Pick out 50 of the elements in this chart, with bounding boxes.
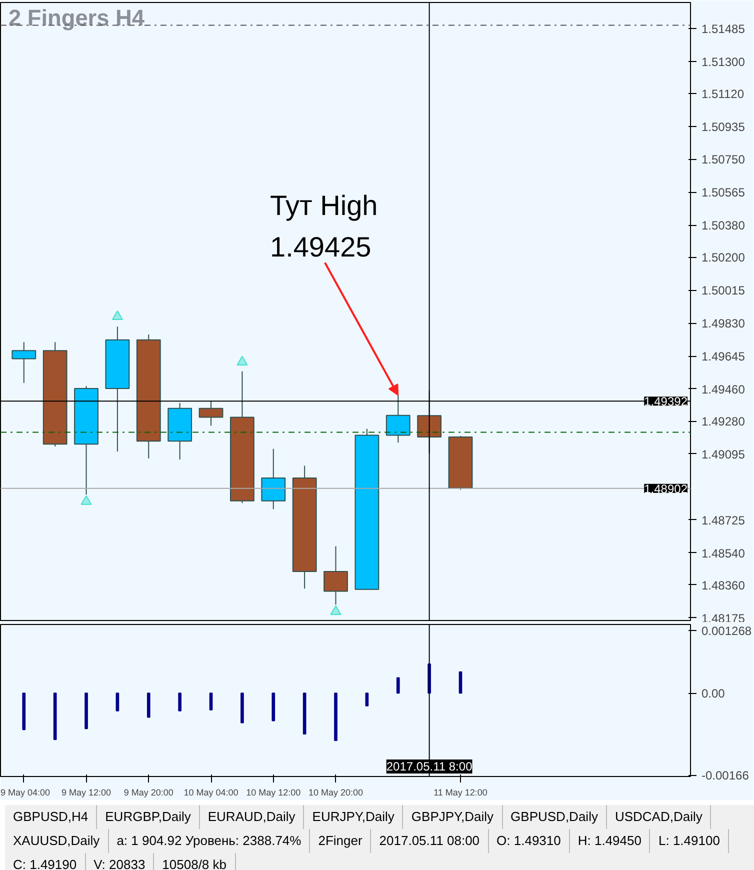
y-tick-label: 1.48725 bbox=[702, 513, 746, 528]
text: V: 20833 bbox=[86, 853, 154, 870]
text: USDCAD,Daily bbox=[606, 805, 712, 829]
y-tick-label: 1.50015 bbox=[702, 284, 746, 298]
text: EURGBP,Daily bbox=[97, 805, 200, 829]
y-tick-label: 1.50200 bbox=[702, 250, 746, 265]
y-tick-label: 1.51120 bbox=[702, 86, 744, 101]
y-tick-label: 1.49280 bbox=[702, 414, 746, 429]
y-tick-label: 1.50565 bbox=[702, 186, 746, 200]
x-tick-label: 9 May 20:00 bbox=[124, 788, 174, 798]
text: GBPUSD,Daily bbox=[502, 805, 607, 829]
ref-line-label: 1.48902 bbox=[644, 482, 688, 496]
text: O: 1.49310 bbox=[488, 829, 570, 853]
y-tick-label: -0.00166 bbox=[702, 768, 750, 783]
y-tick-label: 1.50750 bbox=[702, 152, 746, 167]
y-tick-label: 1.51485 bbox=[702, 22, 746, 36]
x-tick-label: 10 May 12:00 bbox=[246, 788, 301, 798]
y-tick-label: 1.50935 bbox=[702, 120, 746, 134]
text: 10508/8 kb bbox=[154, 853, 236, 870]
y-tick-label: 1.49095 bbox=[702, 447, 746, 462]
x-tick-label: 9 May 12:00 bbox=[61, 788, 112, 798]
chart-title: 2 Fingers H4 bbox=[8, 4, 145, 30]
y-tick-label: 1.48540 bbox=[702, 546, 746, 560]
y-tick-label: 1.48360 bbox=[702, 578, 746, 592]
y-tick-label: 1.48175 bbox=[702, 611, 746, 626]
x-tick-label: 11 May 12:00 bbox=[434, 788, 488, 798]
text: 2Finger bbox=[310, 829, 372, 853]
y-tick-label: 1.51300 bbox=[702, 54, 746, 69]
x-tick-label: 9 May 04:00 bbox=[0, 788, 50, 798]
x-tick-label: 10 May 20:00 bbox=[308, 788, 364, 798]
text: а: 1 904.92 Уровень: 2388.74% bbox=[108, 829, 310, 853]
text: C: 1.49190 bbox=[5, 853, 86, 870]
text: GBPJPY,Daily bbox=[403, 805, 503, 829]
annotation: Тут High 1.49425 bbox=[270, 190, 378, 263]
text: EURAUD,Daily bbox=[200, 805, 304, 829]
x-tick-label: 10 May 04:00 bbox=[184, 788, 238, 798]
y-tick-label: 0.00 bbox=[702, 686, 726, 701]
ref-line-label: 1.49392 bbox=[644, 394, 688, 409]
y-tick-label: 1.49460 bbox=[702, 382, 746, 396]
y-tick-label: 0.001268 bbox=[702, 624, 752, 638]
ref-line-label: 2017.05.11 8:00 bbox=[386, 760, 473, 774]
y-tick-label: 1.49645 bbox=[702, 350, 746, 364]
text: L: 1.49100 bbox=[650, 829, 729, 853]
y-tick-label: 1.50380 bbox=[702, 218, 746, 233]
text: GBPUSD,H4 bbox=[5, 805, 98, 829]
text: H: 1.49450 bbox=[570, 829, 650, 853]
text: XAUUSD,Daily bbox=[5, 829, 109, 853]
text: 2017.05.11 08:00 bbox=[371, 829, 489, 853]
text: EURJPY,Daily bbox=[304, 805, 404, 829]
y-tick-label: 1.49830 bbox=[702, 316, 746, 331]
